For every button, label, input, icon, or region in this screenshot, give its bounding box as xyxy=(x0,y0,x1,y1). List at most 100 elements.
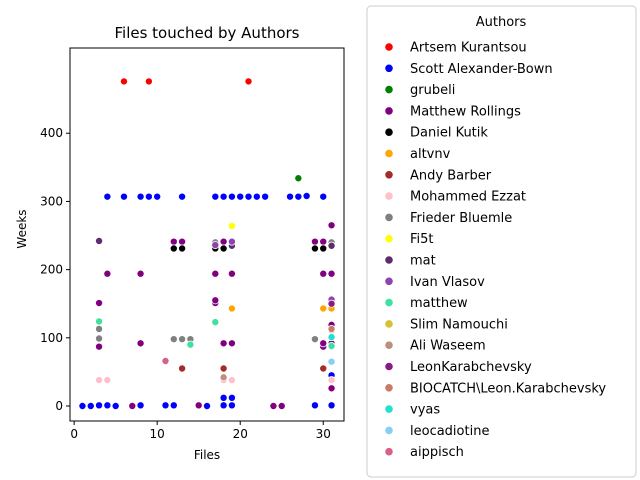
data-point xyxy=(310,401,319,410)
legend-marker xyxy=(384,297,394,308)
axes-frame xyxy=(69,47,345,422)
data-point xyxy=(227,393,236,402)
data-point xyxy=(136,339,145,348)
legend-marker xyxy=(384,106,394,116)
legend-label: Matthew Rollings xyxy=(410,104,521,119)
data-point xyxy=(95,342,104,351)
data-point xyxy=(327,384,336,393)
data-point xyxy=(219,192,228,201)
data-point xyxy=(327,341,336,350)
series-9 xyxy=(227,221,236,230)
data-point xyxy=(178,244,187,253)
legend-entry: Daniel Kutik xyxy=(384,126,488,141)
data-point xyxy=(194,401,203,410)
data-point xyxy=(227,376,236,385)
data-point xyxy=(144,77,153,86)
series-2 xyxy=(294,174,303,183)
data-point xyxy=(319,364,328,373)
legend-marker xyxy=(384,425,394,435)
series-17 xyxy=(327,333,336,342)
data-point xyxy=(227,339,236,348)
x-tick-label: 0 xyxy=(70,427,78,441)
y-tick-label: 300 xyxy=(40,194,63,208)
data-point xyxy=(153,192,162,201)
data-point xyxy=(327,299,336,308)
y-tick-label: 0 xyxy=(55,399,63,413)
series-5 xyxy=(227,304,336,313)
series-16 xyxy=(327,324,336,333)
data-point xyxy=(219,364,228,373)
legend-label: LeonKarabchevsky xyxy=(410,360,532,375)
legend-marker xyxy=(384,63,394,73)
data-point xyxy=(95,334,104,343)
y-tick-label: 400 xyxy=(40,126,63,140)
data-point xyxy=(211,269,220,278)
data-point xyxy=(178,237,187,246)
legend-marker xyxy=(384,340,394,350)
legend-frame xyxy=(366,5,637,478)
x-tick-label: 30 xyxy=(316,427,331,441)
legend-entry: Slim Namouchi xyxy=(384,317,508,332)
data-point xyxy=(95,236,104,245)
data-point xyxy=(327,376,336,385)
legend-label: vyas xyxy=(410,403,440,418)
data-point xyxy=(294,192,303,201)
data-point xyxy=(319,339,328,348)
series-7 xyxy=(95,376,336,385)
legend-marker xyxy=(384,127,394,137)
data-point xyxy=(95,376,104,385)
legend-label: Mohammed Ezzat xyxy=(410,190,526,205)
legend-title: Authors xyxy=(476,15,527,30)
data-point xyxy=(161,401,170,410)
legend-entry: Artsem Kurantsou xyxy=(384,41,527,56)
data-point xyxy=(78,401,87,410)
data-point xyxy=(227,221,236,230)
data-point xyxy=(327,241,336,250)
legend-marker xyxy=(384,404,394,414)
data-point xyxy=(103,376,112,385)
data-point xyxy=(219,373,228,382)
legend-entry: Andy Barber xyxy=(384,168,492,183)
data-point xyxy=(144,192,153,201)
series-15 xyxy=(327,299,336,308)
data-point xyxy=(119,77,128,86)
chart-title: Files touched by Authors xyxy=(114,24,299,42)
data-point xyxy=(327,333,336,342)
series-0 xyxy=(119,77,253,86)
y-axis-label: Weeks xyxy=(15,209,29,248)
data-point xyxy=(219,393,228,402)
data-point xyxy=(186,340,195,349)
legend-entry: leocadiotine xyxy=(384,424,489,439)
legend-marker xyxy=(384,42,394,52)
x-tick-label: 10 xyxy=(150,427,165,441)
data-point xyxy=(136,401,145,410)
legend-label: Scott Alexander-Bown xyxy=(410,62,553,77)
data-point xyxy=(178,364,187,373)
x-tick-label: 20 xyxy=(233,427,248,441)
legend-entry: Frieder Bluemle xyxy=(384,211,512,226)
legend-label: altvnv xyxy=(410,147,451,162)
series-8 xyxy=(95,238,336,344)
legend-entry: mat xyxy=(384,254,436,269)
data-point xyxy=(269,401,278,410)
legend-entry: Fi5t xyxy=(384,232,434,247)
legend-label: Fi5t xyxy=(410,232,434,247)
legend-label: Slim Namouchi xyxy=(410,317,508,332)
legend-marker xyxy=(384,212,394,222)
series-14 xyxy=(219,326,336,382)
data-point xyxy=(136,269,145,278)
y-tick-label: 200 xyxy=(40,263,63,277)
legend-label: Frieder Bluemle xyxy=(410,211,512,226)
legend-entry: BIOCATCH\Leon.Karabchevsky xyxy=(384,381,606,396)
data-point xyxy=(169,237,178,246)
data-point xyxy=(227,269,236,278)
data-point xyxy=(319,237,328,246)
data-point xyxy=(310,237,319,246)
series-19 xyxy=(161,356,170,365)
data-point xyxy=(161,356,170,365)
series-1 xyxy=(78,191,336,410)
legend-marker xyxy=(384,447,394,457)
